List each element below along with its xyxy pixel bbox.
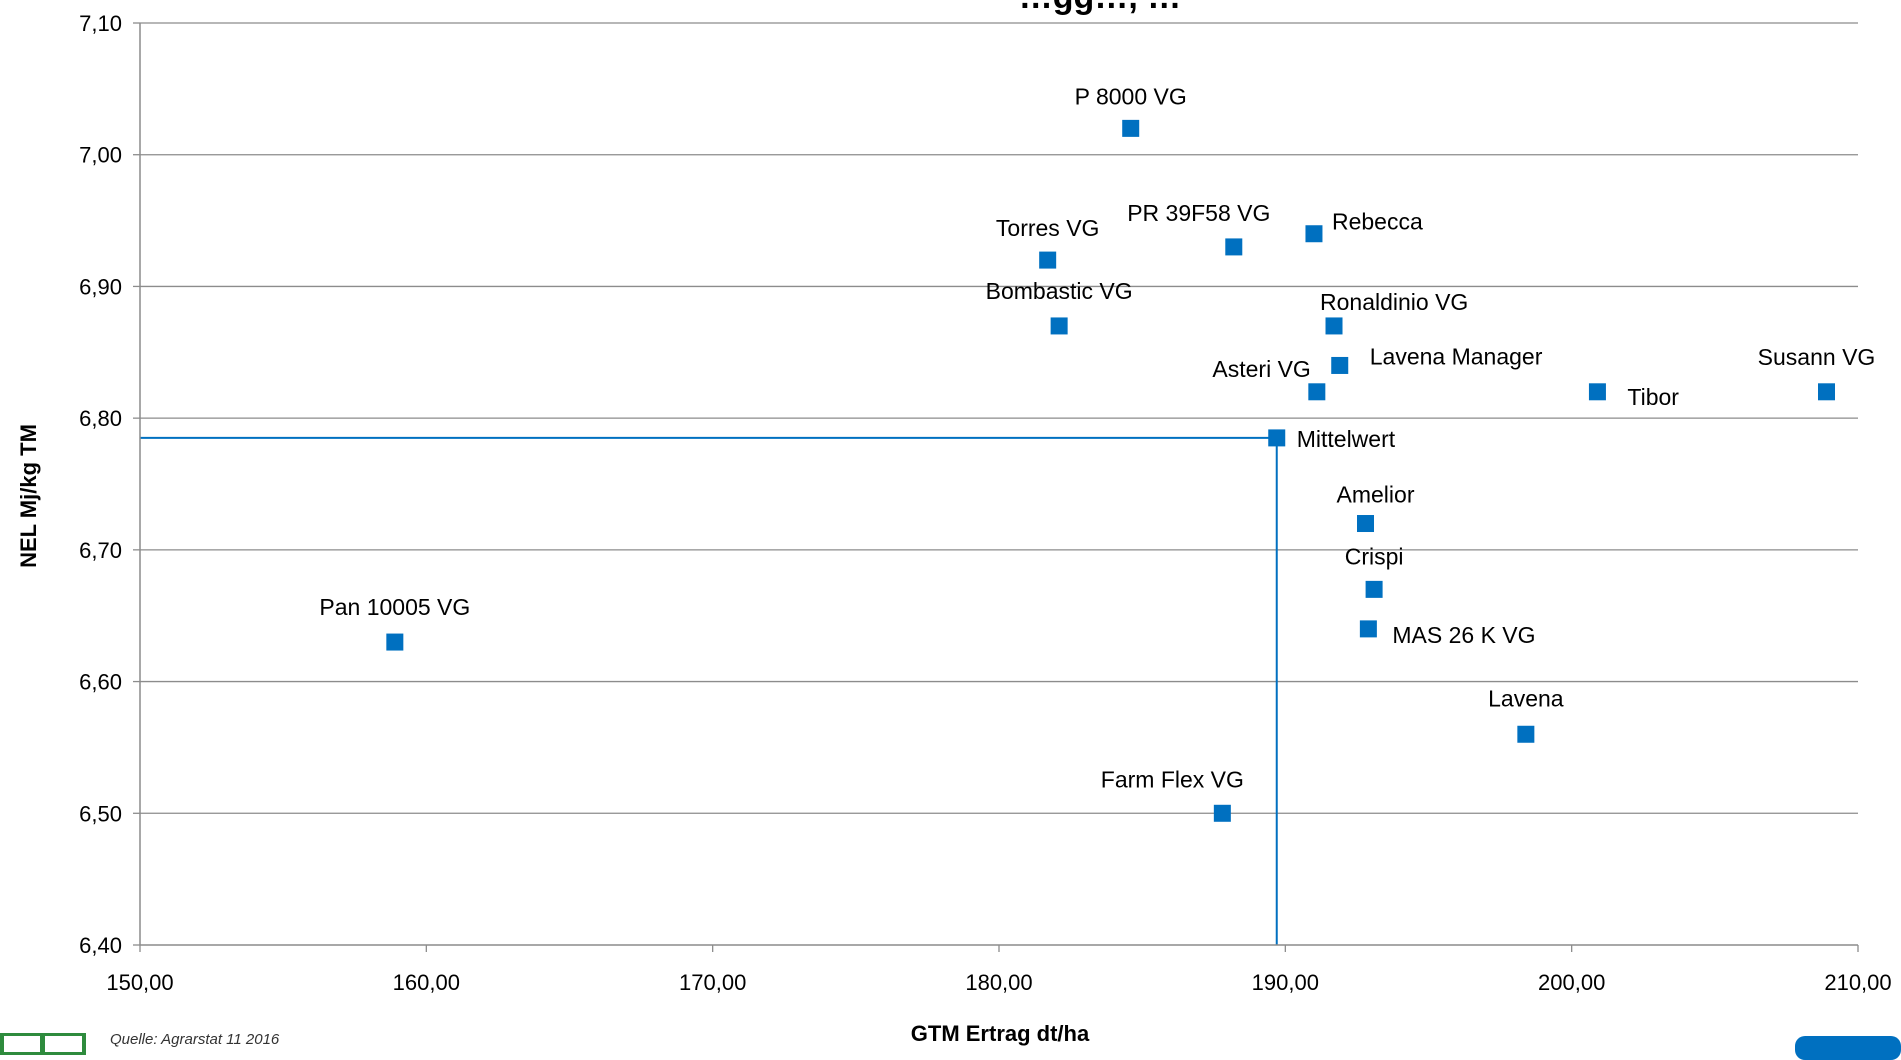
data-point-marker (1357, 515, 1375, 533)
data-point-marker (1039, 251, 1057, 269)
chart-title: …gg…, … (1019, 0, 1181, 16)
brand-logo (1795, 1036, 1901, 1060)
x-tick-label: 150,00 (106, 970, 173, 995)
data-point-marker (1122, 119, 1140, 137)
data-points (386, 119, 1836, 822)
point-labels: P 8000 VG Torres VG PR 39F58 VG Rebecca Bomb… (319, 83, 1875, 792)
data-point-marker (1517, 725, 1535, 743)
x-tick-label: 190,00 (1252, 970, 1319, 995)
x-tick-label: 180,00 (965, 970, 1032, 995)
y-axis-title: NEL Mj/kg TM (16, 424, 41, 568)
data-point-label: MAS 26 K VG (1392, 622, 1535, 648)
organization-logo (0, 1033, 86, 1055)
data-point-label: Tibor (1627, 384, 1679, 410)
x-tick-labels: 150,00 160,00 170,00 180,00 190,00 200,00 210,… (106, 970, 1891, 995)
data-point-label: Lavena Manager (1370, 343, 1543, 369)
y-tick-labels: 6,40 6,50 6,60 6,70 6,80 6,90 7,00 7,10 (79, 11, 122, 958)
data-point-label: Lavena (1488, 685, 1564, 711)
data-point-label: Ronaldinio VG (1320, 289, 1468, 315)
reference-lines (140, 436, 1278, 945)
data-point-label: Torres VG (996, 215, 1100, 241)
data-point-label: Asteri VG (1212, 356, 1310, 382)
data-point-label: Mittelwert (1297, 426, 1396, 452)
data-point-marker (1818, 383, 1836, 401)
y-tick-label: 6,50 (79, 801, 122, 826)
y-tick-label: 7,00 (79, 143, 122, 168)
data-point-label: Crispi (1345, 543, 1404, 569)
data-point-marker (1305, 225, 1323, 243)
data-point-marker (1225, 238, 1243, 256)
x-tick-label: 160,00 (393, 970, 460, 995)
data-point-label: Susann VG (1758, 344, 1876, 370)
x-tick-label: 200,00 (1538, 970, 1605, 995)
y-tick-label: 6,60 (79, 670, 122, 695)
y-tick-label: 6,80 (79, 406, 122, 431)
data-point-marker (1308, 383, 1326, 401)
data-point-label: PR 39F58 VG (1127, 200, 1270, 226)
data-point-marker (1268, 429, 1286, 447)
data-point-marker (386, 633, 404, 651)
y-tick-label: 7,10 (79, 11, 122, 36)
y-tick-label: 6,90 (79, 274, 122, 299)
y-tick-label: 6,40 (79, 933, 122, 958)
data-point-label: Rebecca (1332, 209, 1423, 235)
axes (133, 22, 1859, 952)
data-point-label: Pan 10005 VG (319, 594, 470, 620)
data-point-label: Amelior (1337, 482, 1415, 508)
data-point-label: Farm Flex VG (1101, 766, 1244, 792)
x-tick-label: 170,00 (679, 970, 746, 995)
data-point-label: P 8000 VG (1075, 83, 1187, 109)
x-tick-label: 210,00 (1824, 970, 1891, 995)
data-point-marker (1050, 317, 1068, 335)
data-point-marker (1359, 620, 1377, 638)
data-point-marker (1325, 317, 1343, 335)
data-point-marker (1213, 804, 1231, 822)
data-point-marker (1365, 580, 1383, 598)
data-point-label: Bombastic VG (986, 278, 1133, 304)
x-axis-title: GTM Ertrag dt/ha (911, 1021, 1090, 1046)
source-note: Quelle: Agrarstat 11 2016 (110, 1031, 280, 1048)
data-point-marker (1588, 383, 1606, 401)
y-tick-label: 6,70 (79, 538, 122, 563)
data-point-marker (1331, 356, 1349, 374)
grid-lines (140, 22, 1858, 814)
